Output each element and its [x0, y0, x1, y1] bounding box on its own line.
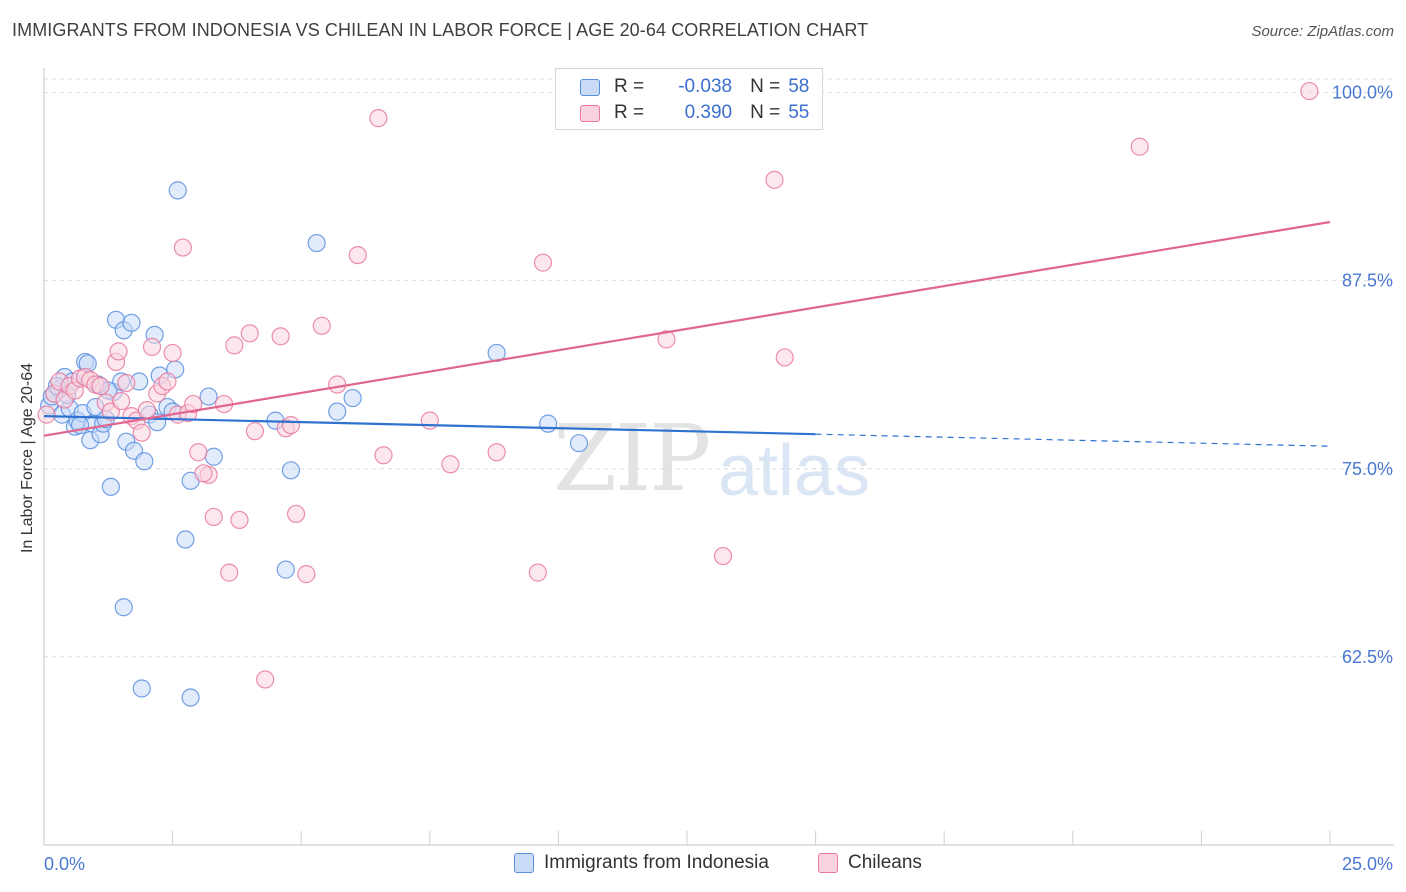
point-indonesia: [168, 181, 187, 200]
point-indonesia: [199, 387, 218, 406]
point-chileans: [220, 563, 239, 582]
point-chileans: [441, 455, 460, 474]
source-credit: Source: ZipAtlas.com: [1251, 23, 1394, 40]
legend-swatch-pink: [580, 104, 600, 122]
point-indonesia: [343, 388, 362, 408]
legend-n-value-chileans: 55: [788, 102, 810, 123]
point-chileans: [189, 443, 208, 462]
point-chileans: [528, 563, 547, 582]
legend-item-chileans[interactable]: Chileans: [818, 852, 922, 874]
y-axis-label: In Labor Force | Age 20-64: [19, 362, 36, 554]
point-chileans: [297, 565, 316, 584]
point-chileans: [109, 342, 128, 361]
legend-r-value-chileans: 0.390: [684, 102, 733, 123]
point-chileans: [230, 510, 249, 530]
legend-item-indonesia[interactable]: Immigrants from Indonesia: [514, 852, 769, 874]
x-tick-label: 25.0%: [1342, 854, 1393, 874]
point-indonesia: [276, 560, 295, 579]
correlation-legend: R = -0.038 N = 58 R = 0.390 N = 55: [555, 68, 823, 130]
point-chileans: [225, 336, 244, 355]
point-chileans: [37, 405, 56, 424]
point-indonesia: [132, 679, 151, 698]
trendline-chileans: [43, 220, 1331, 437]
y-tick-label: 87.5%: [1342, 271, 1393, 291]
point-chileans: [1130, 137, 1149, 156]
legend-r-value-indonesia: -0.038: [678, 76, 733, 97]
x-tick-label: 0.0%: [44, 854, 85, 874]
point-indonesia: [114, 598, 133, 617]
point-chileans: [281, 416, 301, 435]
point-indonesia: [101, 477, 120, 496]
point-chileans: [312, 316, 331, 335]
point-chileans: [112, 391, 131, 411]
legend-swatch-blue: [580, 78, 600, 96]
point-chileans: [286, 504, 306, 524]
point-chileans: [271, 327, 290, 346]
point-chileans: [117, 373, 136, 393]
legend-n-label: N =: [750, 76, 781, 97]
point-chileans: [245, 422, 265, 441]
point-chileans: [194, 464, 213, 483]
point-chileans: [158, 372, 177, 391]
trendline-indonesia-projection: [815, 433, 1331, 447]
point-chileans: [163, 343, 182, 363]
legend-n-label: N =: [750, 102, 781, 123]
watermark-atlas: atlas: [718, 431, 871, 511]
legend-r-label: R =: [614, 102, 645, 123]
point-chileans: [173, 238, 192, 257]
point-indonesia: [307, 233, 326, 253]
point-chileans: [91, 376, 110, 396]
trendline-indonesia: [43, 415, 816, 436]
point-indonesia: [135, 452, 154, 471]
point-chileans: [348, 245, 367, 265]
point-chileans: [1300, 81, 1319, 101]
point-chileans: [765, 170, 784, 189]
point-indonesia: [569, 434, 589, 453]
point-chileans: [132, 423, 151, 442]
point-chileans: [369, 109, 388, 128]
chart-title: IMMIGRANTS FROM INDONESIA VS CHILEAN IN …: [12, 20, 869, 40]
point-indonesia: [281, 461, 301, 480]
point-chileans: [240, 324, 259, 343]
y-tick-label: 100.0%: [1332, 83, 1393, 103]
point-chileans: [533, 253, 553, 272]
point-indonesia: [176, 530, 195, 549]
legend-r-label: R =: [614, 76, 645, 97]
point-indonesia: [181, 688, 200, 707]
point-chileans: [775, 348, 794, 367]
point-chileans: [256, 670, 275, 689]
legend-row-chileans: R = 0.390 N = 55: [580, 101, 809, 125]
legend-label-chileans: Chileans: [848, 852, 922, 873]
point-indonesia: [539, 414, 558, 433]
legend-swatch-pink: [818, 853, 838, 873]
legend-label-indonesia: Immigrants from Indonesia: [544, 852, 769, 873]
point-chileans: [142, 337, 162, 356]
point-chileans: [487, 443, 506, 462]
point-indonesia: [122, 313, 141, 332]
point-indonesia: [328, 402, 347, 421]
legend-swatch-blue: [514, 853, 534, 873]
point-indonesia: [204, 447, 223, 466]
series-legend: Immigrants from Indonesia Chileans: [0, 852, 1406, 878]
point-chileans: [713, 546, 733, 566]
point-chileans: [137, 400, 156, 420]
point-chileans: [420, 411, 439, 430]
y-tick-label: 62.5%: [1342, 647, 1393, 667]
point-chileans: [374, 446, 393, 465]
point-chileans: [204, 507, 223, 527]
y-tick-label: 75.0%: [1342, 459, 1393, 479]
point-chileans: [657, 330, 676, 349]
point-chileans: [328, 375, 347, 394]
legend-n-value-indonesia: 58: [788, 76, 810, 97]
legend-row-indonesia: R = -0.038 N = 58: [580, 75, 809, 99]
point-chileans: [184, 394, 203, 414]
watermark-zip: ZIP: [553, 405, 711, 512]
